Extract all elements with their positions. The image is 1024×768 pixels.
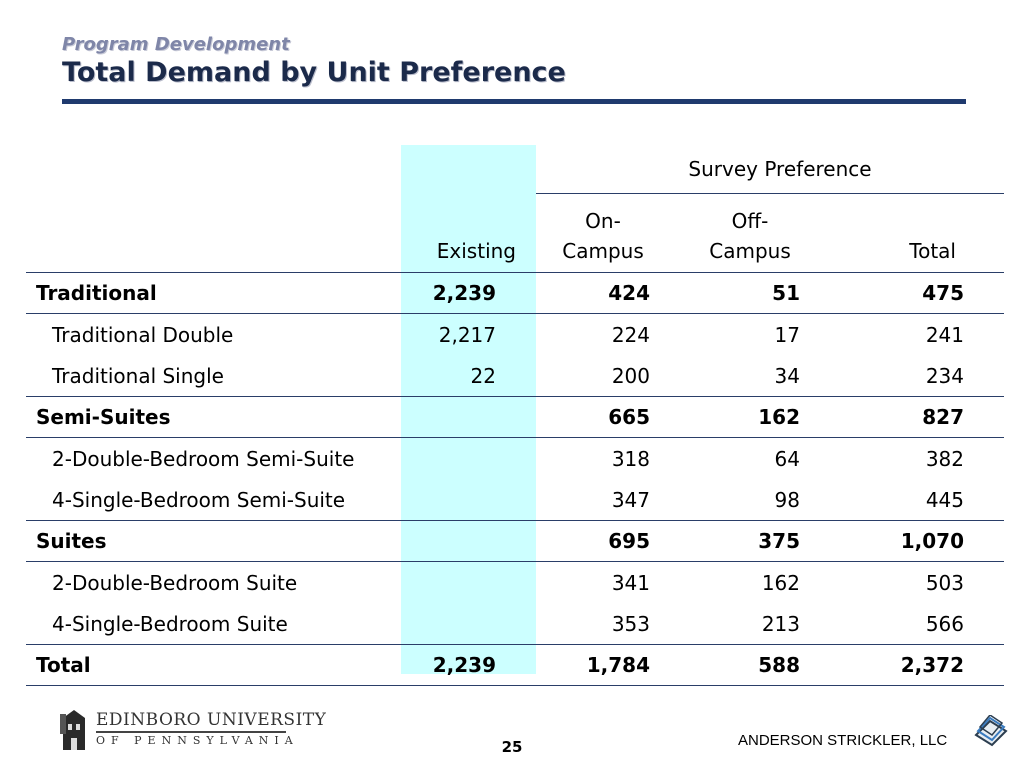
off-campus-cell: 588	[670, 644, 830, 686]
total-cell: 2,372	[830, 644, 1004, 686]
university-logo: EDINBORO UNIVERSITY OF PENNSYLVANIA	[60, 708, 326, 752]
off-campus-cell: 34	[670, 355, 830, 397]
title-rule	[62, 99, 966, 104]
survey-preference-header: Survey Preference	[536, 145, 1004, 194]
demand-table: Survey Preference Existing On- Campus Of…	[26, 145, 1004, 686]
total-cell: 475	[830, 272, 1004, 314]
off-campus-cell: 375	[670, 520, 830, 562]
off-campus-column-header: Off- Campus	[670, 193, 830, 273]
firm-name: ANDERSON STRICKLER, LLC	[738, 732, 948, 749]
row-label: 4-Single-Bedroom Suite	[26, 603, 401, 645]
total-cell: 234	[830, 355, 1004, 397]
table-row: Traditional Double 2,217 224 17 241	[26, 314, 1004, 356]
row-label: 2-Double-Bedroom Suite	[52, 570, 298, 595]
on-campus-cell: 200	[536, 355, 670, 397]
firm-logo-icon	[974, 715, 1008, 747]
off-campus-cell: 64	[774, 446, 800, 471]
slide-subtitle: Program Development	[62, 34, 290, 55]
total-cell: 503	[925, 570, 964, 595]
on-campus-cell: 224	[611, 322, 650, 347]
table-row: 4-Single-Bedroom Suite 353 213 566	[26, 603, 1004, 645]
page-number: 25	[501, 738, 523, 756]
existing-cell	[401, 438, 536, 480]
off-campus-header-line2: Campus	[709, 239, 791, 263]
existing-cell: 2,239	[401, 644, 536, 686]
total-cell: 566	[830, 603, 1004, 645]
row-label: 4-Single-Bedroom Semi-Suite	[26, 479, 401, 521]
row-label: Semi-Suites	[26, 396, 401, 438]
off-campus-cell: 51	[670, 272, 830, 314]
table-row: 4-Single-Bedroom Semi-Suite 347 98 445	[26, 479, 1004, 521]
slide-title: Total Demand by Unit Preference	[62, 57, 566, 88]
university-emblem-icon	[60, 710, 85, 750]
on-campus-header-line2: Campus	[562, 239, 644, 263]
existing-cell	[401, 479, 536, 521]
off-campus-cell: 17	[774, 322, 800, 347]
table-row: Traditional Single 22 200 34 234	[26, 355, 1004, 397]
on-campus-column-header: On- Campus	[536, 193, 670, 273]
existing-cell	[401, 520, 536, 562]
off-campus-header-line1: Off-	[731, 209, 769, 233]
on-campus-cell: 424	[536, 272, 670, 314]
existing-cell	[401, 562, 536, 604]
university-name: EDINBORO UNIVERSITY	[96, 710, 327, 730]
off-campus-cell: 162	[761, 570, 800, 595]
table-row-total: Total 2,239 1,784 588 2,372	[26, 644, 1004, 686]
university-logo-rule	[96, 731, 286, 733]
off-campus-cell: 162	[670, 396, 830, 438]
header-blank	[26, 193, 401, 273]
table-row: 2-Double-Bedroom Suite 341 162 503	[26, 562, 1004, 604]
demand-table-wrap: Survey Preference Existing On- Campus Of…	[26, 145, 1004, 686]
row-label: Traditional	[26, 272, 401, 314]
existing-cell: 2,217	[438, 322, 496, 347]
existing-cell	[401, 396, 536, 438]
existing-cell	[401, 603, 536, 645]
off-campus-cell: 213	[670, 603, 830, 645]
on-campus-cell: 318	[611, 446, 650, 471]
existing-cell: 22	[401, 355, 536, 397]
total-cell: 241	[925, 322, 964, 347]
table-row: 2-Double-Bedroom Semi-Suite 318 64 382	[26, 438, 1004, 480]
row-label: Traditional Single	[26, 355, 401, 397]
total-cell: 827	[830, 396, 1004, 438]
total-cell: 382	[925, 446, 964, 471]
table-row-group: Semi-Suites 665 162 827	[26, 396, 1004, 438]
slide-header: Program Development Total Demand by Unit…	[62, 34, 966, 90]
on-campus-cell: 347	[536, 479, 670, 521]
off-campus-cell: 98	[670, 479, 830, 521]
row-label: Total	[26, 644, 401, 686]
table-header-row-1: Survey Preference	[26, 145, 1004, 194]
on-campus-cell: 341	[611, 570, 650, 595]
row-label: Suites	[26, 520, 401, 562]
table-row-group: Suites 695 375 1,070	[26, 520, 1004, 562]
total-column-header: Total	[830, 193, 1004, 273]
existing-column-header: Existing	[401, 193, 536, 273]
on-campus-cell: 353	[536, 603, 670, 645]
on-campus-cell: 695	[536, 520, 670, 562]
row-label: 2-Double-Bedroom Semi-Suite	[52, 446, 355, 471]
on-campus-cell: 1,784	[536, 644, 670, 686]
existing-cell: 2,239	[401, 272, 536, 314]
on-campus-cell: 665	[536, 396, 670, 438]
row-label: Traditional Double	[52, 322, 234, 347]
total-cell: 1,070	[830, 520, 1004, 562]
header-blank	[401, 145, 536, 194]
header-blank	[26, 145, 401, 194]
on-campus-header-line1: On-	[585, 209, 621, 233]
table-row-group: Traditional 2,239 424 51 475	[26, 272, 1004, 314]
table-header-row-2: Existing On- Campus Off- Campus Total	[26, 193, 1004, 273]
total-cell: 445	[830, 479, 1004, 521]
university-state: OF PENNSYLVANIA	[96, 734, 299, 747]
